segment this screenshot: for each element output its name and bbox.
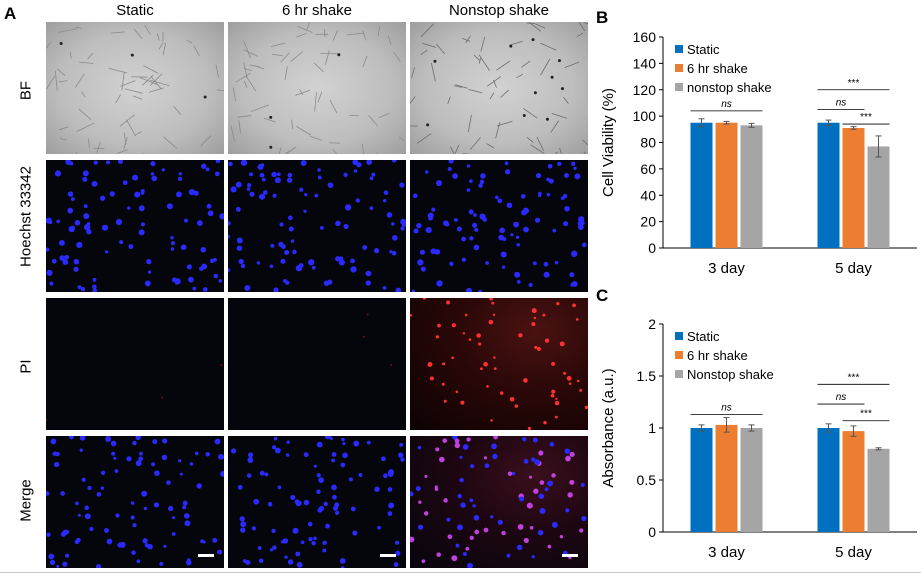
legend-swatch: [675, 351, 683, 359]
significance-label: ***: [860, 112, 872, 123]
micrograph-pi-2: [228, 298, 406, 430]
micrograph-hoechst-3: [410, 160, 588, 292]
bar: [740, 125, 763, 248]
y-tick-label: 140: [633, 55, 657, 71]
y-tick-label: 0.5: [637, 472, 657, 488]
significance-label: ns: [836, 392, 847, 403]
micrograph-pi-3: [410, 298, 588, 430]
panel-b-letter: B: [596, 8, 609, 27]
legend-label: Static: [687, 42, 720, 57]
y-tick-label: 1.5: [637, 368, 657, 384]
bar: [867, 146, 890, 248]
bar: [842, 127, 865, 248]
bar: [867, 448, 890, 532]
y-tick-label: 2: [648, 316, 656, 332]
micrograph-bf-2: [228, 22, 406, 154]
legend-swatch: [675, 64, 683, 72]
significance-label: ns: [836, 98, 847, 109]
y-tick-label: 40: [640, 187, 656, 203]
x-tick-label: 5 day: [835, 544, 872, 561]
y-axis-label: Cell Viability (%): [600, 88, 617, 197]
bar: [690, 428, 713, 532]
y-tick-label: 100: [633, 108, 657, 124]
scale-bar: [198, 554, 214, 557]
significance-label: ***: [860, 409, 872, 420]
row-label-hoechst: Hoechst 33342: [17, 166, 35, 267]
micrograph-bf-1: [46, 22, 224, 154]
panel-a-letter: A: [4, 4, 17, 23]
scale-bar: [380, 554, 396, 557]
panel-c-letter: C: [596, 286, 609, 305]
y-tick-label: 80: [640, 135, 656, 151]
y-tick-label: 60: [640, 161, 656, 177]
legend-swatch: [675, 45, 683, 53]
chart-b-cell-viability: 0 20 40 60 80 100 120 140 160 Cell Viability (%) 3…: [600, 29, 917, 277]
y-tick-label: 20: [640, 214, 656, 230]
legend-label: nonstop shake: [687, 80, 772, 95]
legend-swatch: [675, 370, 683, 378]
micrograph-hoechst-2: [228, 160, 406, 292]
column-header-static: Static: [116, 2, 154, 19]
micrograph-pi-1: [46, 298, 224, 430]
significance-label: ns: [721, 402, 732, 413]
micrograph-merge-1: [46, 436, 224, 568]
scale-bar: [562, 554, 578, 557]
y-tick-label: 1: [648, 420, 656, 436]
legend-swatch: [675, 83, 683, 91]
bar: [817, 122, 840, 248]
bar: [817, 428, 840, 532]
column-header-nonstop: Nonstop shake: [448, 2, 550, 19]
y-tick-label: 0: [648, 240, 656, 256]
legend-swatch: [675, 332, 683, 340]
micrograph-merge-2: [228, 436, 406, 568]
x-tick-label: 5 day: [835, 260, 872, 277]
y-axis-label: Absorbance (a.u.): [600, 368, 617, 487]
bottom-divider: [0, 572, 921, 573]
bar: [715, 424, 738, 532]
significance-label: ***: [848, 372, 860, 383]
bar: [690, 122, 713, 248]
x-tick-label: 3 day: [708, 260, 745, 277]
legend-label: 6 hr shake: [687, 348, 748, 363]
micrograph-hoechst-1: [46, 160, 224, 292]
significance-label: ***: [848, 78, 860, 89]
micrograph-bf-3: [410, 22, 588, 154]
bar: [740, 428, 763, 532]
legend-label: 6 hr shake: [687, 61, 748, 76]
row-label-pi: PI: [17, 359, 35, 374]
legend-label: Nonstop shake: [687, 367, 774, 382]
legend-label: Static: [687, 329, 720, 344]
y-tick-label: 0: [648, 524, 656, 540]
column-header-6hr: 6 hr shake: [281, 2, 353, 19]
y-tick-label: 160: [633, 29, 657, 45]
significance-label: ns: [721, 99, 732, 110]
bar: [715, 122, 738, 248]
bar: [842, 431, 865, 532]
micrograph-merge-3: [410, 436, 588, 568]
row-label-merge: Merge: [17, 479, 35, 522]
row-label-bf: BF: [17, 80, 35, 101]
x-tick-label: 3 day: [708, 544, 745, 561]
y-tick-label: 120: [633, 82, 657, 98]
